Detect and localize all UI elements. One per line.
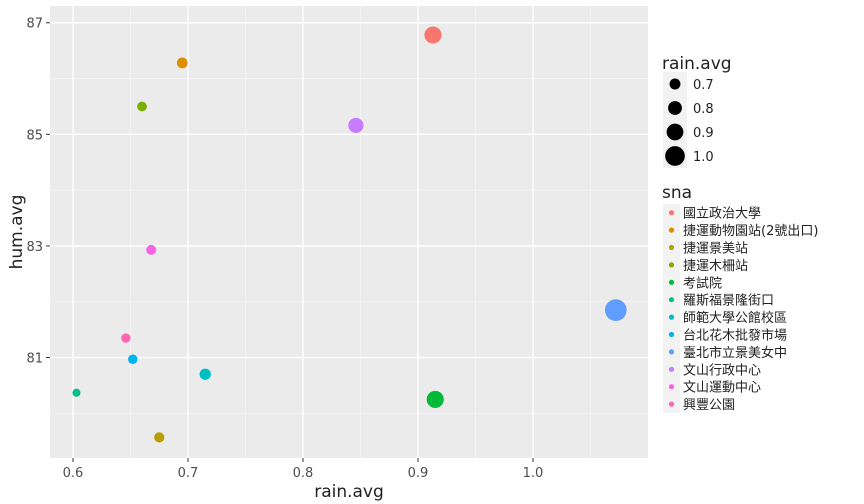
size-legend-label: 0.8 <box>693 102 714 117</box>
color-legend-dot <box>668 349 675 355</box>
size-legend-label: 0.9 <box>693 126 714 141</box>
size-legend-dot <box>669 78 681 90</box>
color-legend-label: 文山運動中心 <box>683 381 761 396</box>
data-point <box>72 388 81 397</box>
data-point <box>128 354 138 364</box>
color-legend-dot <box>668 227 675 233</box>
color-legend-label: 文山行政中心 <box>683 363 761 378</box>
color-legend-label: 臺北市立景美女中 <box>683 345 787 361</box>
data-point <box>137 101 147 112</box>
color-legend-label: 師範大學公館校區 <box>683 310 787 326</box>
size-legend-dot <box>665 146 685 166</box>
color-legend-dot <box>668 366 675 372</box>
y-tick-label: 83 <box>26 240 43 255</box>
color-legend-dot <box>668 314 675 320</box>
color-legend-dot <box>668 262 675 268</box>
data-point <box>348 117 364 134</box>
x-tick-label: 0.6 <box>63 466 84 481</box>
color-legend-dot <box>668 331 675 338</box>
data-point <box>426 390 444 409</box>
x-tick-label: 0.8 <box>293 466 314 481</box>
size-legend-title: rain.avg <box>662 54 732 74</box>
y-axis-ticks: 81 83 85 87 <box>26 17 50 367</box>
size-legend-dot <box>666 123 684 141</box>
color-legend-dot <box>668 297 675 303</box>
color-legend-dot <box>668 401 675 407</box>
size-legend: rain.avg 0.7 0.8 0.9 1.0 <box>662 54 732 168</box>
y-tick-label: 81 <box>26 352 43 367</box>
minor-gridlines <box>50 6 648 458</box>
y-tick-label: 87 <box>26 17 43 32</box>
color-legend-label: 捷運動物園站(2號出口) <box>683 224 818 239</box>
y-tick-label: 85 <box>26 128 43 143</box>
color-legend-label: 捷運景美站 <box>683 242 748 257</box>
data-point <box>424 26 442 44</box>
x-axis-title: rain.avg <box>314 482 384 502</box>
color-legend-title: sna <box>662 183 692 203</box>
color-legend-label: 考試院 <box>683 275 722 291</box>
data-point <box>121 333 131 343</box>
color-legend-label: 捷運木柵站 <box>683 259 748 274</box>
size-legend-label: 0.7 <box>693 78 714 93</box>
data-point <box>176 57 188 69</box>
x-tick-label: 1.0 <box>523 466 544 481</box>
data-point <box>199 368 211 380</box>
color-legend-label: 台北花木批發市場 <box>683 328 787 344</box>
data-points <box>72 26 627 443</box>
y-axis-title: hum.avg <box>7 195 27 270</box>
x-tick-label: 0.9 <box>408 466 429 481</box>
size-legend-label: 1.0 <box>693 150 714 165</box>
plot-panel <box>50 6 648 458</box>
color-legend-label: 興豐公園 <box>683 398 735 413</box>
color-legend-label: 國立政治大學 <box>683 207 761 222</box>
color-legend-dot <box>668 279 675 285</box>
size-legend-dot <box>668 101 682 115</box>
color-legend-dot <box>668 384 675 390</box>
data-point <box>604 299 627 322</box>
color-legend-label: 羅斯福景隆街口 <box>683 294 774 309</box>
color-legend-dot <box>668 210 675 216</box>
x-tick-label: 0.7 <box>178 466 199 481</box>
major-gridlines <box>50 6 648 458</box>
data-point <box>146 244 157 255</box>
color-legend-dot <box>668 244 675 251</box>
x-axis-ticks: 0.6 0.7 0.8 0.9 1.0 <box>63 458 544 481</box>
data-point <box>154 432 165 443</box>
